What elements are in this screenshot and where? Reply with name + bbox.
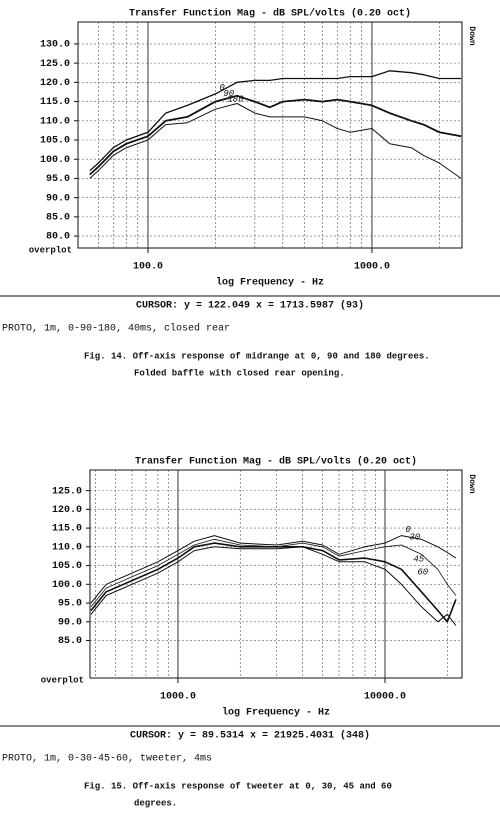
x-axis-label: log Frequency - Hz bbox=[222, 707, 330, 719]
y-tick-label: 120.0 bbox=[52, 505, 82, 516]
side-label: Down bbox=[467, 474, 476, 493]
x-tick-label: 100.0 bbox=[133, 262, 163, 273]
y-tick-label: 95.0 bbox=[58, 599, 82, 610]
y-tick-label: 125.0 bbox=[52, 486, 82, 497]
y-tick-label: 115.0 bbox=[52, 524, 82, 535]
series-label: 0 bbox=[405, 525, 411, 535]
y-tick-label: 100.0 bbox=[52, 580, 82, 591]
y-tick-label: 115.0 bbox=[40, 97, 70, 108]
chart-title: Transfer Function Mag - dB SPL/volts (0.… bbox=[129, 8, 411, 20]
plot-frame bbox=[89, 469, 463, 679]
figure-caption: Folded baffle with closed rear opening. bbox=[134, 368, 345, 378]
series-label: 90 bbox=[223, 89, 234, 99]
y-tick-label: 105.0 bbox=[52, 561, 82, 572]
y-tick-label: 85.0 bbox=[46, 213, 70, 224]
y-tick-label: 120.0 bbox=[40, 78, 70, 89]
x-tick-label: 1000.0 bbox=[160, 692, 196, 703]
y-tick-label: 110.0 bbox=[52, 542, 82, 553]
series-label: 180 bbox=[227, 95, 244, 105]
y-tick-label: 85.0 bbox=[58, 636, 82, 647]
y-tick-label: 100.0 bbox=[40, 155, 70, 166]
y-tick-label: 130.0 bbox=[40, 40, 70, 51]
series-line bbox=[90, 535, 457, 604]
cursor-readout: CURSOR: y = 89.5314 x = 21925.4031 (348) bbox=[130, 730, 370, 742]
side-label: Down bbox=[467, 26, 476, 45]
figure-caption: Fig. 14. Off-axis response of midrange a… bbox=[84, 351, 430, 361]
corner-label: overplot bbox=[41, 675, 84, 685]
y-tick-label: 95.0 bbox=[46, 174, 70, 185]
y-tick-label: 90.0 bbox=[58, 617, 82, 628]
x-axis-label: log Frequency - Hz bbox=[216, 277, 324, 289]
chart-title: Transfer Function Mag - dB SPL/volts (0.… bbox=[135, 456, 417, 468]
series-line bbox=[89, 103, 462, 179]
plot-frame bbox=[77, 21, 463, 249]
series-label: 60 bbox=[417, 568, 428, 578]
series-label: 45 bbox=[413, 555, 424, 565]
y-tick-label: 80.0 bbox=[46, 232, 70, 243]
series-label: 30 bbox=[409, 532, 420, 542]
cursor-readout: CURSOR: y = 122.049 x = 1713.5987 (93) bbox=[136, 300, 364, 312]
figure-caption: degrees. bbox=[134, 798, 177, 808]
series-line bbox=[90, 538, 457, 608]
run-note: PROTO, 1m, 0-30-45-60, tweeter, 4ms bbox=[2, 754, 212, 765]
series-line bbox=[89, 70, 462, 172]
series-line bbox=[89, 94, 462, 176]
x-tick-label: 10000.0 bbox=[364, 692, 406, 703]
corner-label: overplot bbox=[29, 245, 72, 255]
series-line bbox=[90, 546, 457, 626]
y-tick-label: 90.0 bbox=[46, 193, 70, 204]
y-tick-label: 105.0 bbox=[40, 136, 70, 147]
series-label: 0 bbox=[219, 83, 225, 93]
figure-caption: Fig. 15. Off-axis response of tweeter at… bbox=[84, 781, 392, 791]
y-tick-label: 125.0 bbox=[40, 59, 70, 70]
x-tick-label: 1000.0 bbox=[354, 262, 390, 273]
y-tick-label: 110.0 bbox=[40, 116, 70, 127]
run-note: PROTO, 1m, 0-90-180, 40ms, closed rear bbox=[2, 323, 230, 335]
